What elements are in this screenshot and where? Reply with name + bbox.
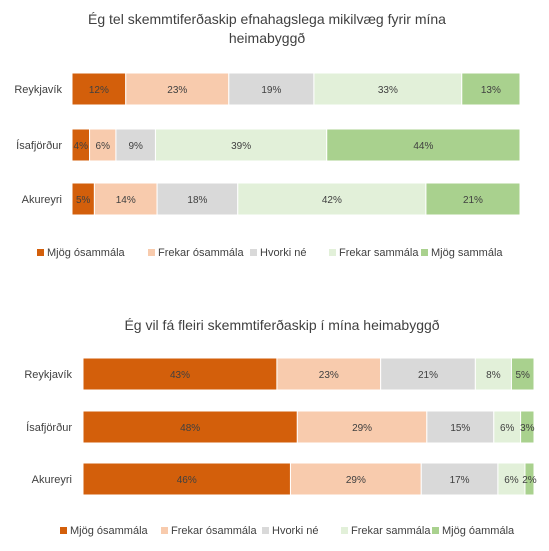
bar-segment [296, 410, 428, 444]
legend-swatch [37, 249, 44, 256]
data-label: 9% [128, 141, 143, 152]
data-label: 8% [486, 370, 501, 381]
legend-label: Frekar sammála [351, 525, 431, 537]
data-label: 4% [74, 141, 89, 152]
legend-label: Frekar sammála [339, 247, 419, 259]
data-label: 15% [450, 423, 470, 434]
chart-1-bars: Reykjavík 12% 23% 19% 33% 13% Ísafjörður 4% 6% 9%… [14, 72, 521, 216]
category-label: Ísafjörður [16, 139, 62, 152]
chart-1-title-line-1: Ég tel skemmtiferðaskip efnahagslega mik… [88, 11, 446, 27]
chart-2-title: Ég vil fá fleiri skemmtiferðaskip í mína… [124, 317, 439, 333]
legend-label: Frekar ósammála [171, 525, 257, 537]
data-label: 18% [187, 195, 207, 206]
data-label: 19% [261, 85, 281, 96]
data-label: 48% [180, 423, 200, 434]
bar-segment [82, 410, 298, 444]
legend-label: Mjög sammála [431, 247, 503, 259]
category-label: Reykjavík [24, 369, 72, 381]
data-label: 21% [463, 195, 483, 206]
data-label: 13% [481, 85, 501, 96]
bar-segment [510, 357, 535, 391]
category-label: Reykjavík [14, 84, 62, 96]
bar-segment [154, 128, 328, 162]
data-label: 44% [413, 141, 433, 152]
bar-segment [82, 462, 291, 496]
legend-label: Hvorki né [272, 525, 318, 537]
data-label: 5% [76, 195, 91, 206]
data-label: 3% [520, 423, 535, 434]
bar-segment [82, 357, 278, 391]
legend-swatch [60, 527, 67, 534]
data-label: 29% [346, 475, 366, 486]
data-label: 12% [89, 85, 109, 96]
legend-swatch [250, 249, 257, 256]
bar-segment [493, 410, 522, 444]
bar-segment [420, 462, 499, 496]
chart-1-legend: Mjög ósammála Frekar ósammála Hvorki né Fre… [37, 247, 503, 259]
data-label: 29% [352, 423, 372, 434]
data-label: 42% [322, 195, 342, 206]
data-label: 33% [378, 85, 398, 96]
bar-segment [93, 182, 158, 216]
legend-label: Hvorki né [260, 247, 306, 259]
legend-swatch [329, 249, 336, 256]
chart-1-title-line-2: heimabyggð [229, 30, 305, 46]
category-label: Akureyri [32, 474, 72, 486]
bar-segment [89, 128, 117, 162]
chart-2-bars: Reykjavík 43% 23% 21% 8% 5% Ísafjörður 48% 29% 15… [24, 357, 537, 496]
data-label: 2% [522, 475, 537, 486]
legend-swatch [262, 527, 269, 534]
legend-swatch [432, 527, 439, 534]
data-label: 46% [177, 475, 197, 486]
data-label: 6% [500, 423, 515, 434]
chart-more-cruise-ships: Ég vil fá fleiri skemmtiferðaskip í mína… [24, 317, 537, 537]
legend-label: Frekar ósammála [158, 247, 244, 259]
legend-swatch [421, 249, 428, 256]
data-label: 39% [231, 141, 251, 152]
data-label: 17% [450, 475, 470, 486]
data-label: 6% [96, 141, 111, 152]
category-label: Ísafjörður [26, 421, 72, 434]
data-label: 5% [515, 370, 530, 381]
legend-swatch [148, 249, 155, 256]
legend-swatch [161, 527, 168, 534]
data-label: 23% [319, 370, 339, 381]
bar-segment [71, 72, 127, 106]
data-label: 14% [116, 195, 136, 206]
bar-segment [326, 128, 521, 162]
bar-segment [474, 357, 512, 391]
legend-label: Mjög ósammála [70, 525, 149, 537]
bar-segment [125, 72, 230, 106]
bar-segment [237, 182, 427, 216]
chart-economic-importance: Ég tel skemmtiferðaskip efnahagslega mik… [14, 11, 521, 259]
bar-segment [228, 72, 315, 106]
category-label: Akureyri [22, 194, 62, 206]
bar-segment [461, 72, 521, 106]
bar-segment [425, 182, 521, 216]
bar-segment [156, 182, 239, 216]
data-label: 6% [504, 475, 519, 486]
legend-label: Mjög óammála [442, 525, 515, 537]
data-label: 43% [170, 370, 190, 381]
bar-segment [520, 410, 535, 444]
data-label: 21% [418, 370, 438, 381]
bar-segment [524, 462, 535, 496]
legend-label: Mjög ósammála [47, 247, 126, 259]
data-label: 23% [167, 85, 187, 96]
legend-swatch [341, 527, 348, 534]
chart-2-legend: Mjög ósammála Frekar ósammála Hvorki né Fre… [60, 525, 515, 537]
